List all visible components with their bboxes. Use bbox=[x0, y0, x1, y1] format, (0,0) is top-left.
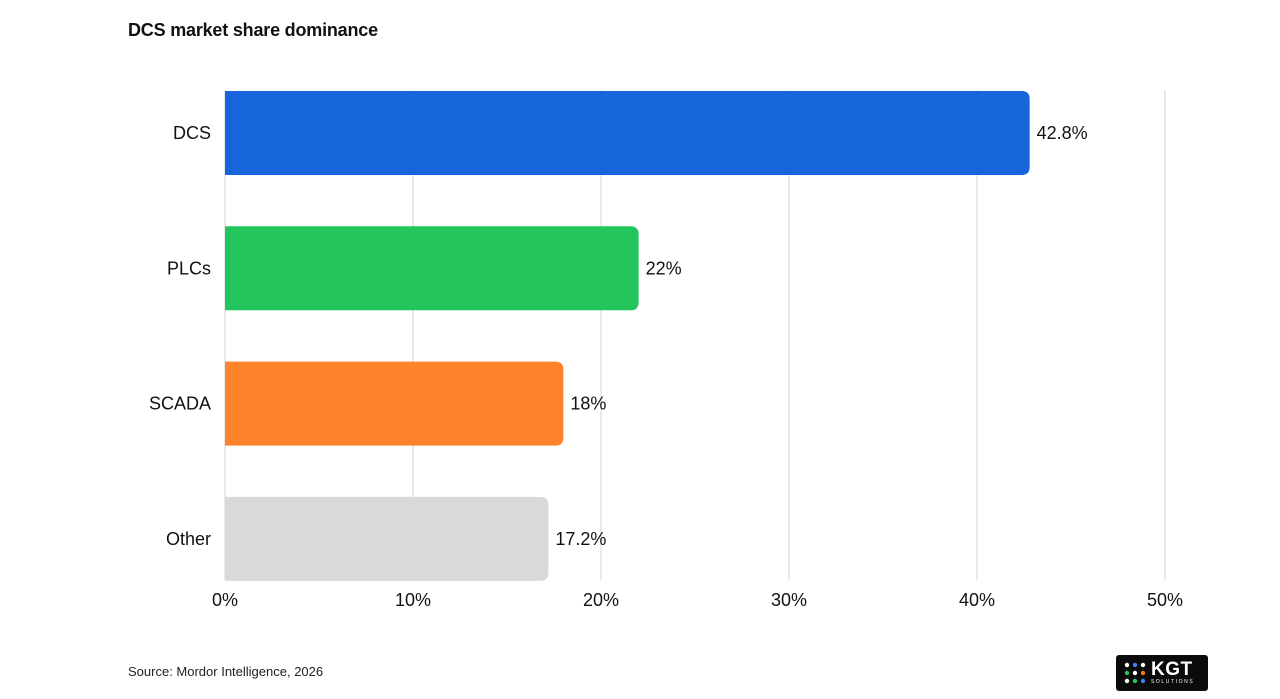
x-tick-label: 0% bbox=[212, 590, 238, 610]
bar-plcs bbox=[225, 226, 639, 311]
bar-dcs bbox=[225, 91, 1030, 175]
bar-chart: DCS PLCs SCADA Other 42.8% 22% 18% 17.2% 0% 10%… bbox=[149, 90, 1183, 610]
category-label: PLCs bbox=[167, 258, 211, 278]
value-labels: 42.8% 22% 18% 17.2% bbox=[555, 123, 1087, 549]
source-note: Source: Mordor Intelligence, 2026 bbox=[128, 664, 324, 679]
category-label: SCADA bbox=[149, 394, 211, 414]
logo-dots-icon bbox=[1124, 662, 1146, 684]
x-tick-label: 30% bbox=[771, 590, 807, 610]
category-labels: DCS PLCs SCADA Other bbox=[149, 123, 211, 549]
value-label: 42.8% bbox=[1037, 123, 1088, 143]
logo-sub-text: SOLUTIONS bbox=[1151, 678, 1195, 685]
value-label: 22% bbox=[646, 258, 682, 278]
bar-scada bbox=[225, 361, 564, 446]
x-tick-label: 40% bbox=[959, 590, 995, 610]
category-label: Other bbox=[166, 529, 211, 549]
kgt-logo: KGT SOLUTIONS bbox=[1116, 655, 1208, 691]
x-tick-label: 20% bbox=[583, 590, 619, 610]
value-label: 17.2% bbox=[555, 529, 606, 549]
logo-main-text: KGT bbox=[1151, 658, 1193, 680]
bars bbox=[225, 91, 1030, 581]
x-tick-label: 50% bbox=[1147, 590, 1183, 610]
x-tick-labels: 0% 10% 20% 30% 40% 50% bbox=[212, 590, 1183, 610]
bar-other bbox=[225, 496, 549, 581]
value-label: 18% bbox=[570, 394, 606, 414]
category-label: DCS bbox=[173, 123, 211, 143]
chart-title: DCS market share dominance bbox=[128, 20, 378, 40]
x-tick-label: 10% bbox=[395, 590, 431, 610]
